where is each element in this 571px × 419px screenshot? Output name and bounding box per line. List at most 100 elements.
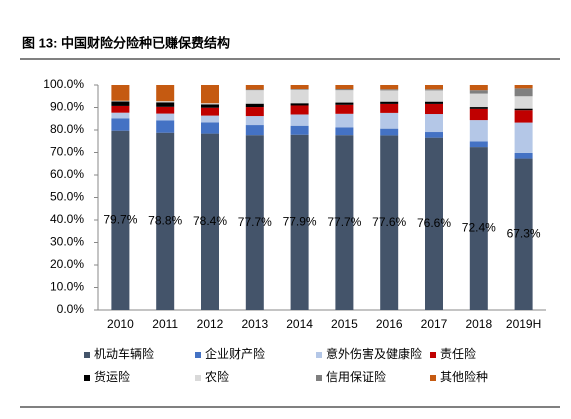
bar-segment bbox=[380, 112, 399, 129]
bar-segment bbox=[514, 96, 533, 109]
bar-segment bbox=[111, 118, 130, 131]
value-label: 77.6% bbox=[372, 215, 406, 229]
bar-segment bbox=[111, 130, 130, 310]
bar-segment bbox=[111, 105, 130, 113]
bar-segment bbox=[425, 137, 443, 310]
bar-segment bbox=[425, 101, 443, 104]
bar-segment bbox=[514, 158, 533, 310]
x-tick-label: 2011 bbox=[152, 317, 178, 331]
bar-segment bbox=[156, 101, 175, 103]
bar-segment bbox=[380, 85, 399, 90]
value-label: 79.7% bbox=[103, 213, 137, 227]
bar-segment bbox=[201, 85, 219, 104]
x-tick-label: 2015 bbox=[331, 317, 358, 331]
bar-segment bbox=[245, 103, 264, 108]
bar-segment bbox=[425, 103, 443, 115]
bar-segment bbox=[156, 85, 175, 102]
y-tick-label: 20.0% bbox=[50, 257, 84, 271]
y-tick-label: 30.0% bbox=[50, 235, 84, 249]
legend-swatch bbox=[84, 352, 90, 358]
bar-segment bbox=[335, 127, 354, 136]
bar-segment bbox=[335, 102, 354, 105]
bar-segment bbox=[514, 152, 533, 159]
y-tick-label: 100.0% bbox=[43, 77, 84, 91]
bar-segment bbox=[425, 132, 443, 138]
bar-segment bbox=[245, 90, 264, 104]
x-tick-label: 2014 bbox=[286, 317, 313, 331]
bar-segment bbox=[380, 135, 399, 310]
y-tick-label: 80.0% bbox=[50, 122, 84, 136]
x-tick-label: 2017 bbox=[421, 317, 448, 331]
legend-swatch bbox=[84, 375, 90, 381]
bar-segment bbox=[156, 132, 175, 310]
bar-segment bbox=[514, 110, 533, 123]
bar-segment bbox=[380, 101, 399, 104]
bar-segment bbox=[425, 89, 443, 91]
bar-segment bbox=[514, 85, 533, 89]
bar-segment bbox=[514, 108, 533, 111]
value-label: 78.8% bbox=[148, 214, 182, 228]
bar-segment bbox=[156, 106, 175, 114]
bar-segment bbox=[514, 122, 533, 153]
bar-segment bbox=[201, 115, 219, 123]
legend-label: 意外伤害及健康险 bbox=[326, 346, 422, 361]
bar-segment bbox=[469, 85, 488, 91]
legend-swatch bbox=[195, 352, 201, 358]
x-tick-label: 2016 bbox=[376, 317, 403, 331]
bar-segment bbox=[335, 113, 354, 128]
bar-segment bbox=[469, 108, 488, 121]
bar-segment bbox=[156, 102, 175, 107]
bar-segment bbox=[290, 134, 309, 310]
bar-segment bbox=[201, 107, 219, 116]
bar-segment bbox=[245, 85, 264, 90]
value-label: 72.4% bbox=[462, 221, 496, 235]
bar-segment bbox=[156, 113, 175, 121]
bar-segment bbox=[469, 90, 488, 94]
bar-segment bbox=[290, 103, 309, 106]
y-tick-label: 50.0% bbox=[50, 190, 84, 204]
bar-segment bbox=[201, 104, 219, 108]
x-tick-label: 2010 bbox=[107, 317, 134, 331]
bar-segment bbox=[245, 89, 264, 91]
bar-segment bbox=[335, 89, 354, 91]
legend-swatch bbox=[195, 375, 201, 381]
bar-segment bbox=[290, 125, 309, 135]
bar-segment bbox=[469, 120, 488, 142]
y-tick-label: 70.0% bbox=[50, 145, 84, 159]
value-label: 78.4% bbox=[193, 214, 227, 228]
bar-segment bbox=[335, 104, 354, 114]
value-label: 77.9% bbox=[283, 215, 317, 229]
value-label: 77.7% bbox=[327, 215, 361, 229]
bar-segment bbox=[380, 90, 399, 102]
bar-segment bbox=[290, 105, 309, 115]
x-tick-label: 2018 bbox=[465, 317, 492, 331]
y-tick-label: 40.0% bbox=[50, 212, 84, 226]
value-label: 67.3% bbox=[507, 226, 541, 240]
bar-segment bbox=[469, 107, 488, 109]
chart-title: 图 13: 中国财险分险种已赚保费结构 bbox=[22, 35, 230, 50]
bar-segment bbox=[425, 90, 443, 102]
bar-segment bbox=[245, 125, 264, 136]
legend-swatch bbox=[430, 352, 436, 358]
bar-segment bbox=[335, 85, 354, 90]
legend-label: 企业财产险 bbox=[205, 346, 265, 361]
y-tick-label: 60.0% bbox=[50, 167, 84, 181]
legend-label: 其他险种 bbox=[440, 369, 488, 384]
bar-segment bbox=[111, 85, 130, 101]
legend-label: 货运险 bbox=[94, 369, 130, 384]
bar-segment bbox=[290, 89, 309, 90]
legend-swatch bbox=[430, 375, 436, 381]
bar-segment bbox=[335, 135, 354, 310]
bar-segment bbox=[245, 116, 264, 126]
y-tick-label: 90.0% bbox=[50, 100, 84, 114]
bar-segment bbox=[469, 93, 488, 108]
bar-segment bbox=[156, 120, 175, 133]
legend-label: 责任险 bbox=[440, 346, 476, 361]
bar-segment bbox=[380, 89, 399, 91]
bar-segment bbox=[425, 114, 443, 133]
legend-swatch bbox=[316, 352, 322, 358]
bar-segment bbox=[425, 85, 443, 90]
bar-segment bbox=[514, 88, 533, 97]
legend-swatch bbox=[316, 375, 322, 381]
